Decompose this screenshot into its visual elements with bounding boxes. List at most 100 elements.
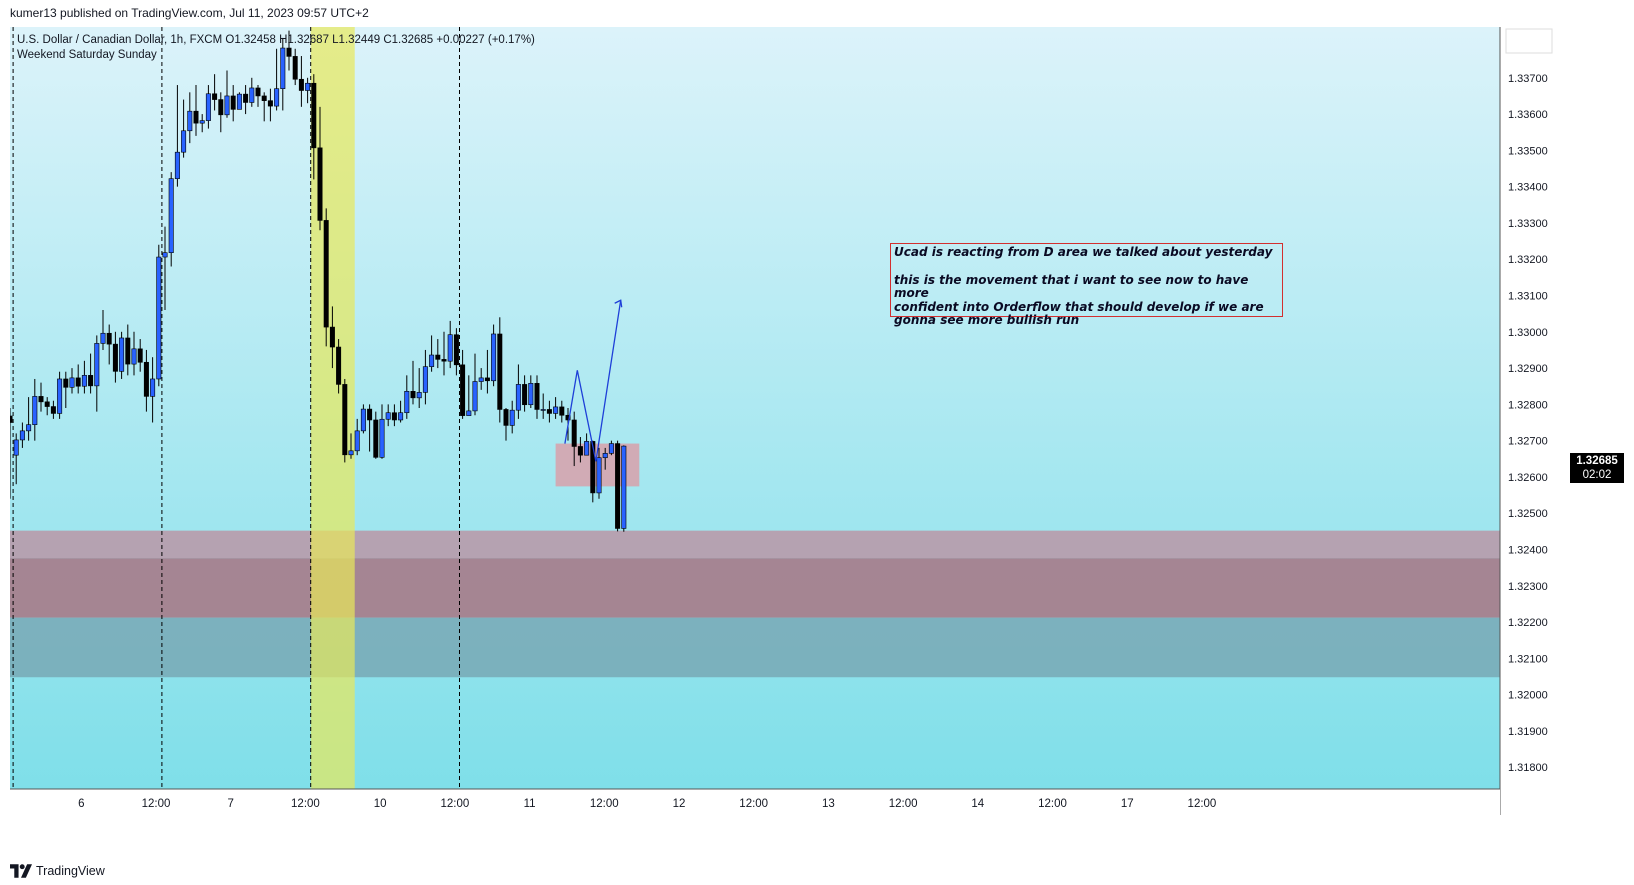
- candle-body[interactable]: [602, 453, 608, 459]
- candle-body[interactable]: [44, 401, 50, 407]
- candle-body[interactable]: [125, 337, 131, 365]
- candle-body[interactable]: [478, 377, 484, 382]
- candle-body[interactable]: [249, 87, 255, 103]
- candle-body[interactable]: [38, 396, 44, 403]
- candle-body[interactable]: [329, 326, 335, 348]
- candle-body[interactable]: [193, 110, 199, 124]
- candle-body[interactable]: [441, 359, 447, 362]
- candle-body[interactable]: [168, 178, 174, 253]
- candle-body[interactable]: [373, 419, 379, 458]
- candle-body[interactable]: [199, 120, 205, 124]
- zone-middle[interactable]: [10, 558, 1500, 618]
- indicator-label[interactable]: Weekend Saturday Sunday: [17, 49, 157, 61]
- candle-body[interactable]: [57, 378, 63, 414]
- price-axis[interactable]: [1500, 27, 1558, 815]
- candle-body[interactable]: [317, 147, 323, 221]
- candle-body[interactable]: [298, 78, 304, 91]
- candle-body[interactable]: [100, 332, 106, 344]
- candle-body[interactable]: [26, 424, 32, 432]
- footer-brand[interactable]: TradingView: [10, 864, 105, 878]
- candle-body[interactable]: [522, 384, 528, 406]
- candle-body[interactable]: [50, 406, 56, 414]
- candle-body[interactable]: [181, 130, 187, 153]
- zone-lower[interactable]: [10, 617, 1500, 678]
- candle-body[interactable]: [559, 406, 565, 416]
- candle-body[interactable]: [460, 364, 466, 416]
- candle-body[interactable]: [174, 151, 180, 179]
- candle-body[interactable]: [422, 366, 428, 393]
- candle-body[interactable]: [224, 95, 230, 116]
- candle-body[interactable]: [565, 414, 571, 421]
- candle-body[interactable]: [540, 409, 546, 411]
- candle-body[interactable]: [156, 256, 162, 380]
- candle-body[interactable]: [621, 445, 627, 529]
- candle-body[interactable]: [571, 419, 577, 447]
- chart-area[interactable]: 1.33700 1.33600 1.33500 1.33400 1.33300 1.332…: [10, 27, 1558, 815]
- candle-body[interactable]: [112, 343, 118, 372]
- candle-body[interactable]: [10, 415, 13, 423]
- candle-body[interactable]: [187, 110, 193, 132]
- candle-body[interactable]: [491, 333, 497, 382]
- candle-body[interactable]: [230, 95, 236, 110]
- candle-body[interactable]: [119, 337, 125, 372]
- candle-body[interactable]: [391, 412, 397, 421]
- candle-body[interactable]: [88, 375, 94, 387]
- candle-body[interactable]: [131, 348, 137, 365]
- candle-body[interactable]: [162, 252, 168, 258]
- candle-body[interactable]: [608, 443, 614, 454]
- candle-body[interactable]: [342, 384, 348, 456]
- candle-body[interactable]: [13, 439, 19, 456]
- candle-body[interactable]: [75, 377, 81, 387]
- candle-body[interactable]: [305, 82, 311, 91]
- candle-body[interactable]: [212, 93, 218, 100]
- candle-body[interactable]: [143, 361, 149, 397]
- candle-body[interactable]: [596, 457, 602, 494]
- candle-body[interactable]: [577, 446, 583, 456]
- candle-body[interactable]: [416, 392, 422, 399]
- candle-body[interactable]: [274, 88, 280, 107]
- candle-body[interactable]: [553, 406, 559, 414]
- candle-body[interactable]: [615, 443, 621, 529]
- candle-body[interactable]: [19, 430, 25, 441]
- candle-body[interactable]: [69, 377, 75, 388]
- candle-body[interactable]: [292, 56, 298, 80]
- candle-body[interactable]: [311, 82, 317, 149]
- candle-body[interactable]: [429, 354, 435, 367]
- candle-body[interactable]: [379, 418, 385, 458]
- candle-body[interactable]: [385, 412, 391, 420]
- candle-body[interactable]: [348, 450, 354, 456]
- scale-box[interactable]: [1505, 28, 1553, 54]
- candle-body[interactable]: [509, 409, 515, 426]
- candle-body[interactable]: [137, 348, 143, 363]
- candle-body[interactable]: [584, 441, 590, 456]
- candle-body[interactable]: [534, 383, 540, 410]
- candle-body[interactable]: [360, 408, 366, 432]
- candle-body[interactable]: [243, 93, 249, 103]
- candle-body[interactable]: [590, 441, 596, 494]
- annotation-note[interactable]: Ucad is reacting from D area we talked a…: [890, 243, 1283, 327]
- candle-body[interactable]: [323, 220, 329, 328]
- candle-body[interactable]: [453, 334, 459, 366]
- candle-body[interactable]: [435, 354, 441, 360]
- candle-body[interactable]: [236, 93, 242, 110]
- candle-body[interactable]: [410, 391, 416, 399]
- candle-body[interactable]: [472, 381, 478, 412]
- time-axis[interactable]: [10, 789, 1500, 815]
- candle-body[interactable]: [286, 47, 292, 57]
- candle-body[interactable]: [81, 375, 87, 387]
- candle-body[interactable]: [503, 409, 509, 426]
- candle-body[interactable]: [546, 409, 552, 414]
- projection-path[interactable]: [564, 300, 622, 462]
- candle-body[interactable]: [205, 93, 211, 121]
- candle-body[interactable]: [218, 99, 224, 116]
- candle-body[interactable]: [63, 378, 69, 388]
- candle-body[interactable]: [404, 391, 410, 414]
- price-chart[interactable]: 1.33700 1.33600 1.33500 1.33400 1.33300 1.332…: [10, 27, 1558, 815]
- candle-body[interactable]: [367, 408, 373, 421]
- candle-body[interactable]: [150, 378, 156, 397]
- candle-body[interactable]: [497, 333, 503, 410]
- candle-body[interactable]: [261, 95, 267, 101]
- candle-body[interactable]: [106, 332, 112, 345]
- candle-body[interactable]: [32, 396, 38, 425]
- candle-body[interactable]: [484, 377, 490, 382]
